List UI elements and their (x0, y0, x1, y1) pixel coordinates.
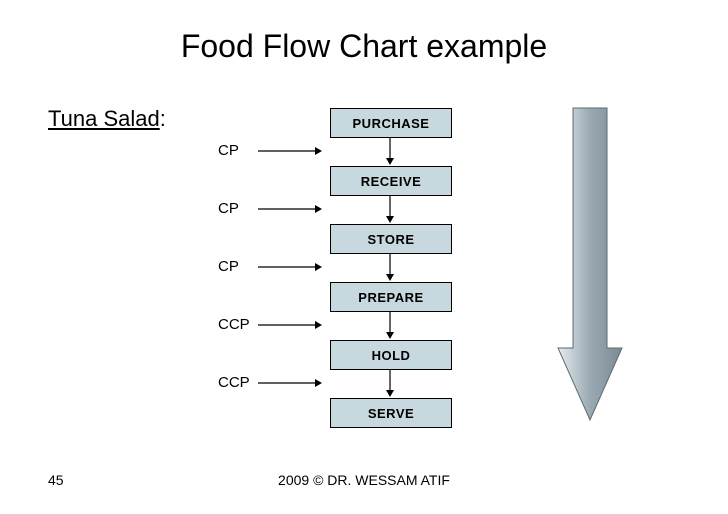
big-down-arrow-icon (556, 106, 624, 422)
footer-copyright: 2009 © DR. WESSAM ATIF (0, 472, 728, 488)
